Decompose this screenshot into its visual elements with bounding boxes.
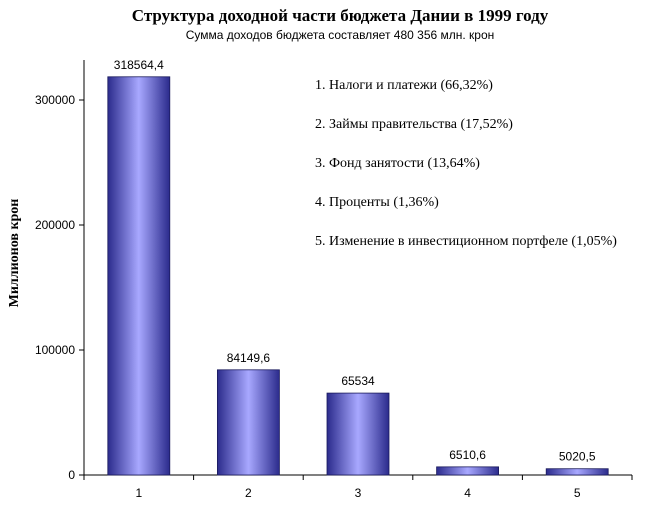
bar-2 [216, 369, 280, 476]
y-tick-label: 0 [68, 468, 75, 482]
legend-notes: 1. Налоги и платежи (66,32%) 2. Займы пра… [315, 78, 617, 249]
legend-note-3: 3. Фонд занятости (13,64%) [315, 156, 480, 171]
y-tick-label: 100000 [35, 343, 75, 357]
legend-note-5: 5. Изменение в инвестиционном портфеле (… [315, 234, 617, 249]
x-tick-label: 5 [574, 486, 581, 500]
chart-title: Структура доходной части бюджета Дании в… [132, 6, 549, 25]
legend-note-1: 1. Налоги и платежи (66,32%) [315, 78, 493, 93]
bar-1 [107, 76, 171, 476]
y-tick-label: 300000 [35, 93, 75, 107]
data-label-5: 5020,5 [559, 450, 596, 464]
bars-group [107, 76, 609, 476]
bar-3 [326, 392, 390, 476]
data-label-1: 318564,4 [114, 58, 164, 72]
data-label-3: 65534 [341, 374, 375, 388]
y-tick-label: 200000 [35, 218, 75, 232]
chart-subtitle: Сумма доходов бюджета составляет 480 356… [186, 28, 495, 42]
x-tick-label: 4 [464, 486, 471, 500]
bar-4 [436, 466, 500, 476]
legend-note-2: 2. Займы правительства (17,52%) [315, 117, 513, 132]
x-axis-ticks: 1 2 3 4 5 [83, 475, 633, 500]
data-label-2: 84149,6 [227, 351, 271, 365]
x-tick-label: 2 [245, 486, 252, 500]
data-label-4: 6510,6 [449, 448, 486, 462]
x-tick-label: 1 [135, 486, 142, 500]
y-axis-ticks: 0 100000 200000 300000 [35, 93, 84, 482]
x-tick-label: 3 [355, 486, 362, 500]
legend-note-4: 4. Проценты (1,36%) [315, 195, 439, 210]
y-axis-label: Миллионов крон [7, 199, 22, 308]
data-labels-group: 318564,4 84149,6 65534 6510,6 5020,5 [114, 58, 596, 464]
bar-5 [545, 468, 609, 476]
